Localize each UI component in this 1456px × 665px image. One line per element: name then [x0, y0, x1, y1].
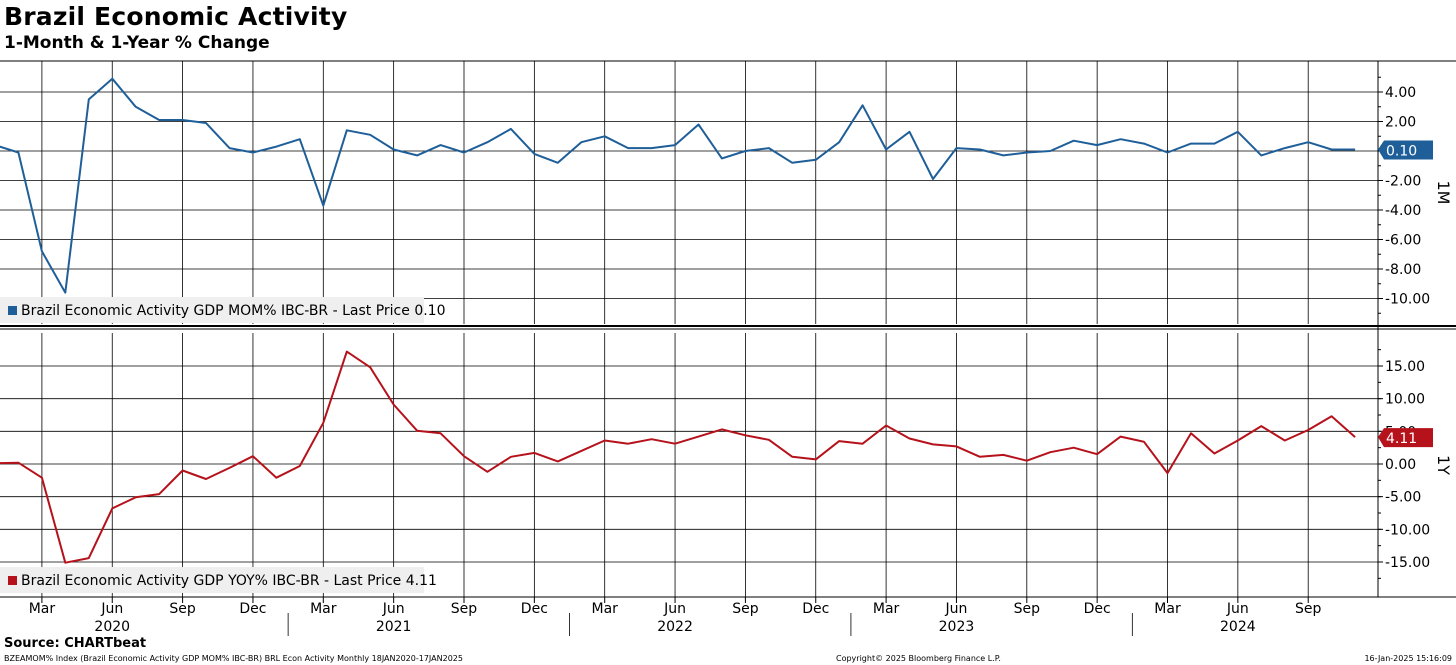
x-tick-label: Sep: [451, 601, 478, 617]
last-price-box: [1378, 140, 1433, 160]
y-tick-label: -4.00: [1385, 203, 1421, 219]
x-tick-label: Mar: [591, 601, 618, 617]
index-info: BZEAMOM% Index (Brazil Economic Activity…: [4, 654, 463, 663]
legend-swatch: [8, 306, 17, 315]
year-label: 2021: [376, 619, 412, 635]
panel-1y: 15.0010.005.000.00-5.00-10.00-15.004.111…: [0, 333, 1453, 597]
chart-area: 4.00 2.00 0.00 -2.00 -4.00 -6.00 -8.00 -10.00 0.…: [0, 60, 1456, 636]
x-tick-label: Jun: [663, 601, 686, 617]
x-tick-label: Dec: [521, 601, 548, 617]
y-tick-label: -8.00: [1385, 262, 1421, 278]
year-label: 2022: [657, 619, 693, 635]
y-tick-label: 2.00: [1385, 115, 1416, 131]
legend-label: Brazil Economic Activity GDP MOM% IBC-BR…: [21, 303, 445, 319]
x-tick-label: Dec: [802, 601, 829, 617]
y-tick-label: -10.00: [1385, 292, 1430, 308]
panel-label: 1Y: [1434, 455, 1453, 475]
x-tick-label: Mar: [873, 601, 900, 617]
copyright: Copyright© 2025 Bloomberg Finance L.P.: [836, 654, 1001, 663]
series-line: [0, 350, 1356, 564]
panel-1m: 4.002.000.00-2.00-4.00-6.00-8.00-10.000.…: [0, 61, 1453, 324]
last-price-tag: 4.11: [1378, 428, 1433, 448]
x-tick-label: Jun: [382, 601, 405, 617]
last-price-label: 0.10: [1386, 144, 1417, 160]
legend-box: [0, 297, 424, 323]
legend-label: Brazil Economic Activity GDP YOY% IBC-BR…: [21, 573, 437, 589]
y-tick-label: 10.00: [1385, 392, 1425, 408]
last-price-box: [1378, 428, 1433, 448]
timestamp: 16-Jan-2025 15:16:09: [1364, 654, 1452, 663]
y-tick-label: 4.00: [1385, 85, 1416, 101]
legend-swatch: [8, 576, 17, 585]
y-tick-label: -10.00: [1385, 522, 1430, 538]
x-tick-label: Sep: [732, 601, 759, 617]
y-tick-label: -15.00: [1385, 555, 1430, 571]
panel-label: 1M: [1434, 181, 1453, 205]
chart-subtitle: 1-Month & 1-Year % Change: [4, 33, 270, 53]
x-tick-label: Mar: [29, 601, 56, 617]
year-label: 2023: [939, 619, 975, 635]
x-tick-label: Mar: [1154, 601, 1181, 617]
last-price-tag: 0.10: [1378, 140, 1433, 160]
x-tick-label: Sep: [1295, 601, 1322, 617]
y-tick-label: -6.00: [1385, 233, 1421, 249]
legend-box: [0, 567, 424, 593]
y-tick-label: -5.00: [1385, 490, 1421, 506]
x-tick-label: Sep: [169, 601, 196, 617]
year-label: 2020: [94, 619, 130, 635]
x-tick-label: Jun: [1226, 601, 1249, 617]
year-label: 2024: [1220, 619, 1256, 635]
x-tick-label: Dec: [239, 601, 266, 617]
y-tick-label: -2.00: [1385, 174, 1421, 190]
y-tick-label: 15.00: [1385, 359, 1425, 375]
source-label: Source: CHARTbeat: [4, 636, 147, 651]
x-tick-label: Mar: [310, 601, 337, 617]
last-price-label: 4.11: [1386, 431, 1417, 447]
chart-title: Brazil Economic Activity: [4, 2, 348, 31]
series-line: [0, 77, 1356, 294]
x-tick-label: Jun: [945, 601, 968, 617]
x-tick-label: Sep: [1014, 601, 1041, 617]
x-tick-label: Dec: [1084, 601, 1111, 617]
x-tick-label: Jun: [100, 601, 123, 617]
y-tick-label: 0.00: [1385, 457, 1416, 473]
